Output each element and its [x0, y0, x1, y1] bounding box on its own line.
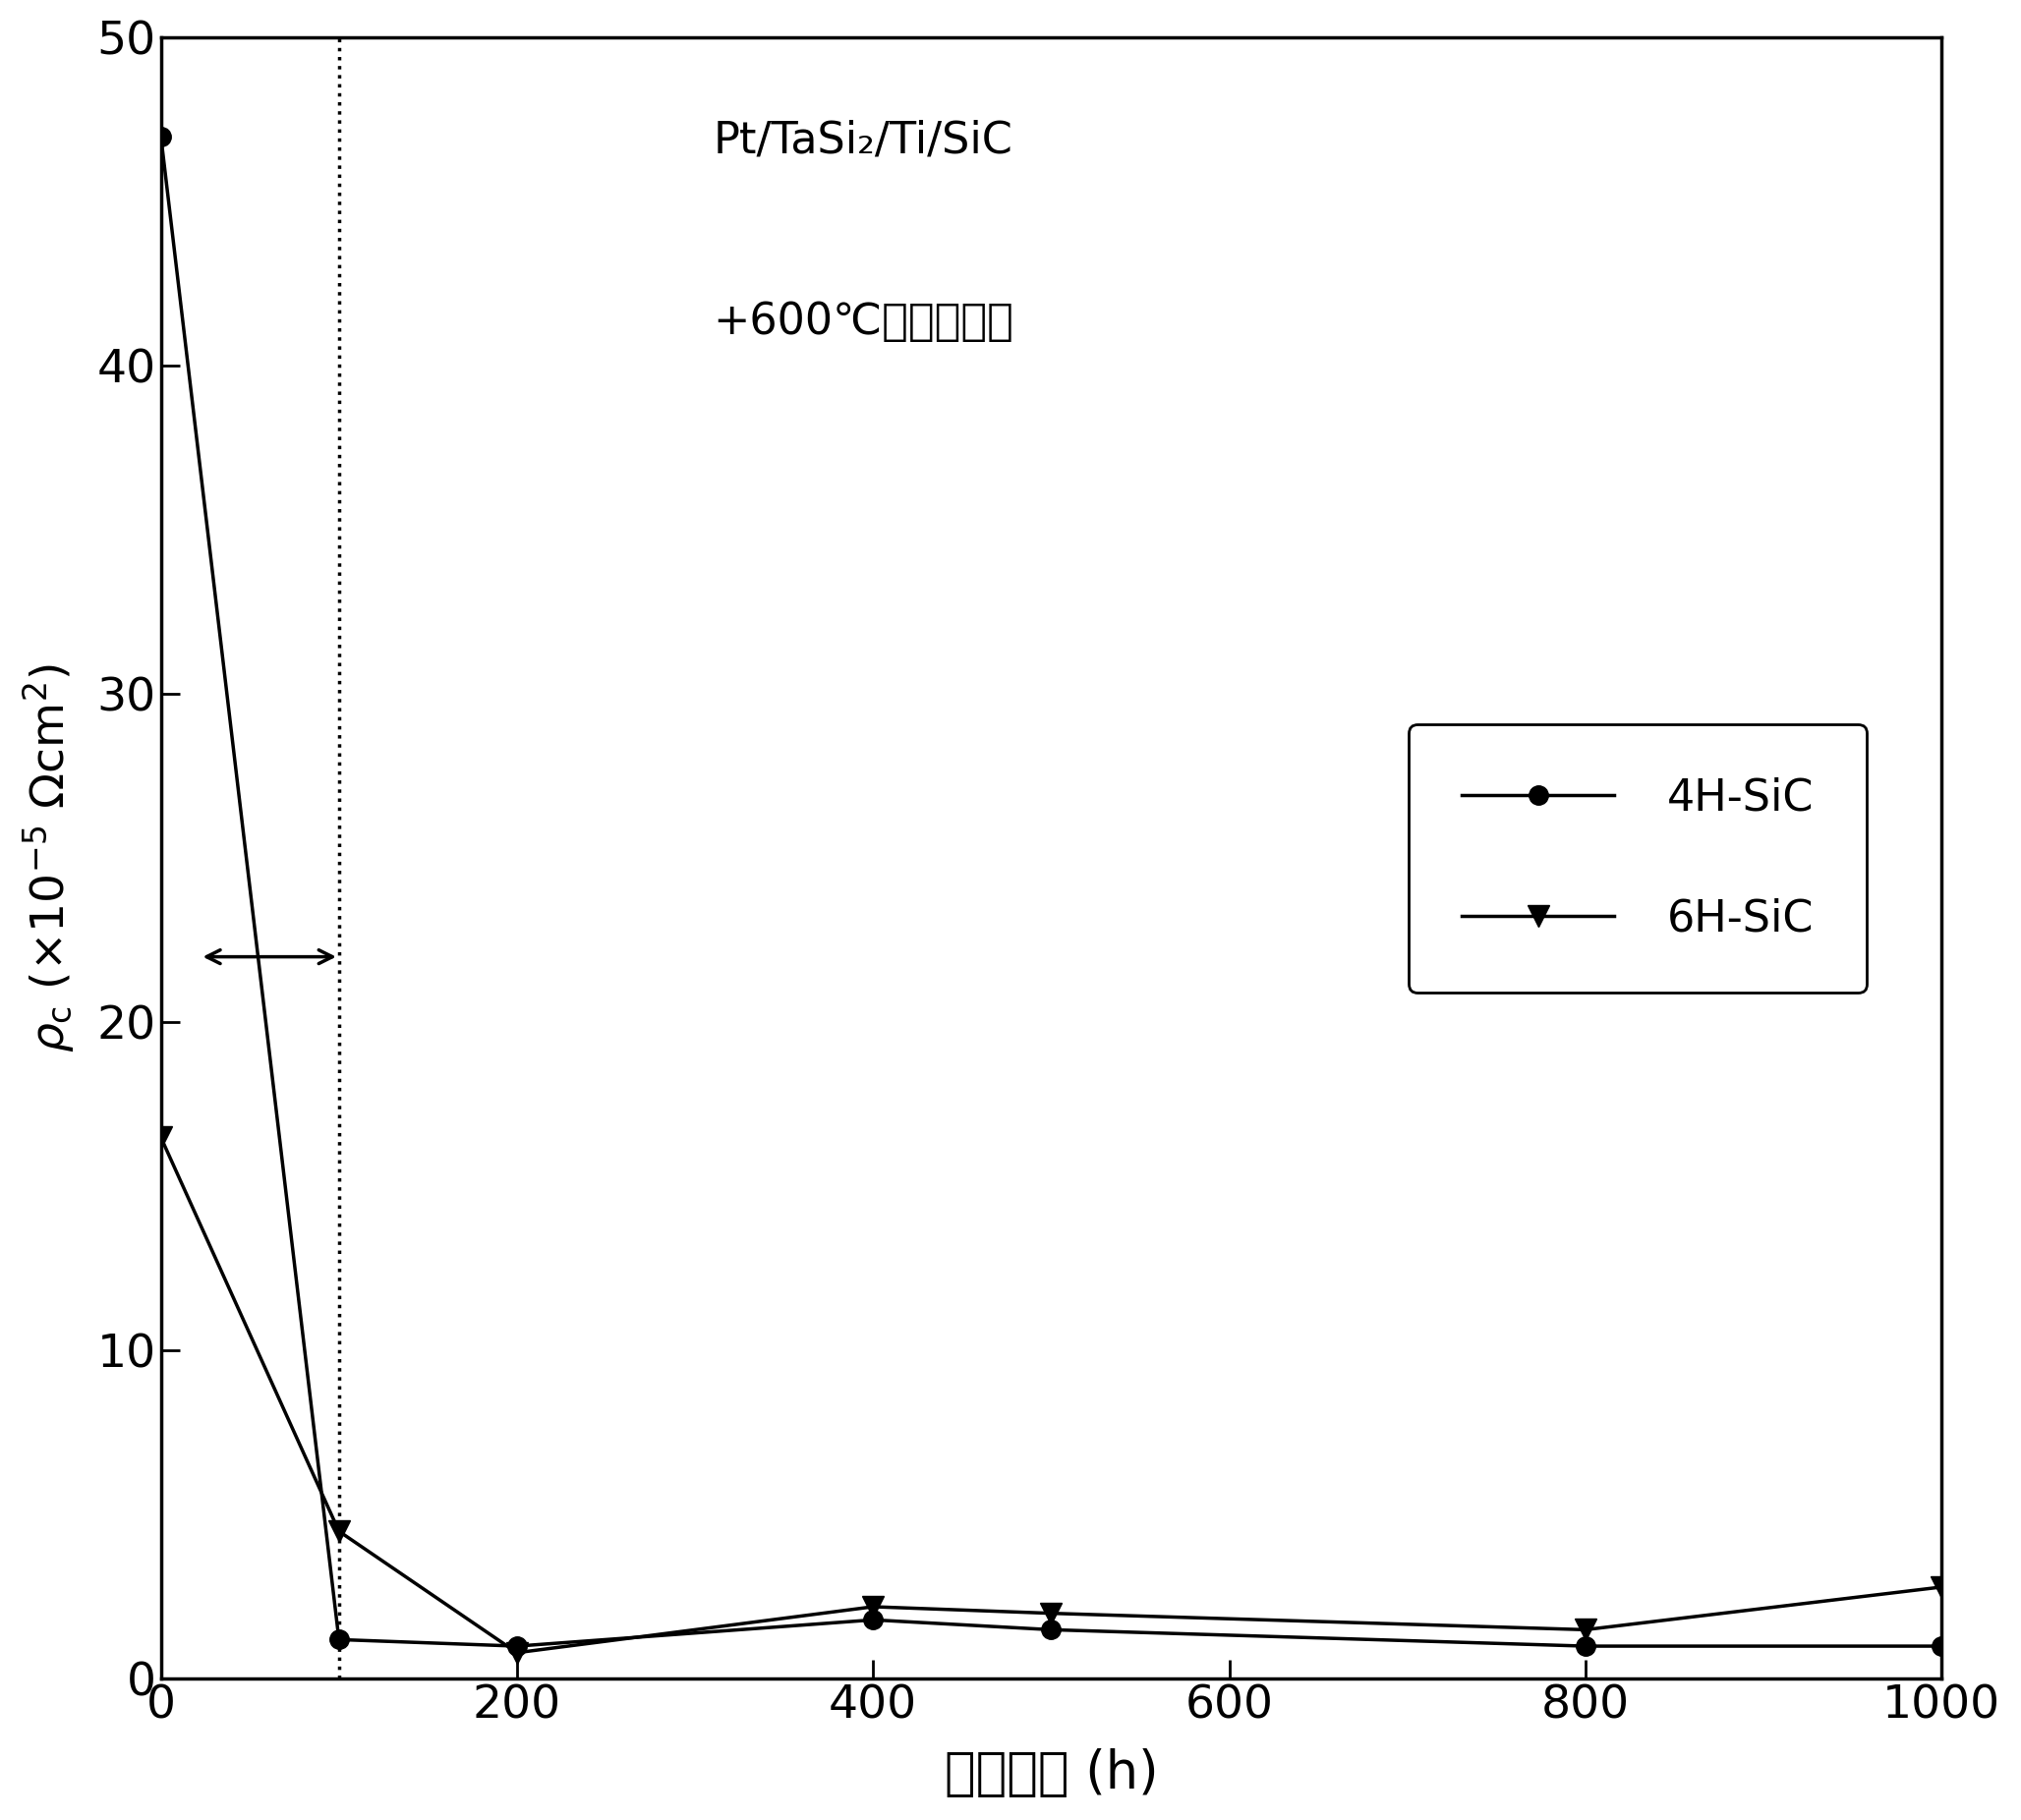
Text: Pt/TaSi₂/Ti/SiC: Pt/TaSi₂/Ti/SiC — [713, 120, 1013, 162]
Line: 6H-SiC: 6H-SiC — [150, 1127, 1952, 1663]
6H-SiC — [327, 1520, 352, 1542]
4H-SiC — [1572, 1634, 1597, 1656]
Y-axis label: $\rho_{\rm c}\ (\times 10^{-5}\ \Omega{\rm cm}^2)$: $\rho_{\rm c}\ (\times 10^{-5}\ \Omega{\… — [20, 664, 77, 1052]
4H-SiC — [327, 1629, 352, 1651]
4H-SiC — [150, 126, 174, 147]
4H-SiC — [505, 1634, 530, 1656]
6H-SiC — [505, 1642, 530, 1663]
6H-SiC — [1930, 1576, 1954, 1598]
6H-SiC — [1572, 1618, 1597, 1640]
Legend: 4H-SiC, 6H-SiC: 4H-SiC, 6H-SiC — [1409, 724, 1865, 992]
4H-SiC — [861, 1609, 885, 1631]
6H-SiC — [861, 1596, 885, 1618]
6H-SiC — [150, 1127, 174, 1148]
X-axis label: 退火时间 (h): 退火时间 (h) — [944, 1749, 1158, 1800]
Text: +600℃空气中退火: +600℃空气中退火 — [713, 300, 1013, 342]
Line: 4H-SiC: 4H-SiC — [152, 127, 1950, 1656]
4H-SiC — [1930, 1634, 1954, 1656]
4H-SiC — [1039, 1618, 1063, 1640]
6H-SiC — [1039, 1602, 1063, 1623]
